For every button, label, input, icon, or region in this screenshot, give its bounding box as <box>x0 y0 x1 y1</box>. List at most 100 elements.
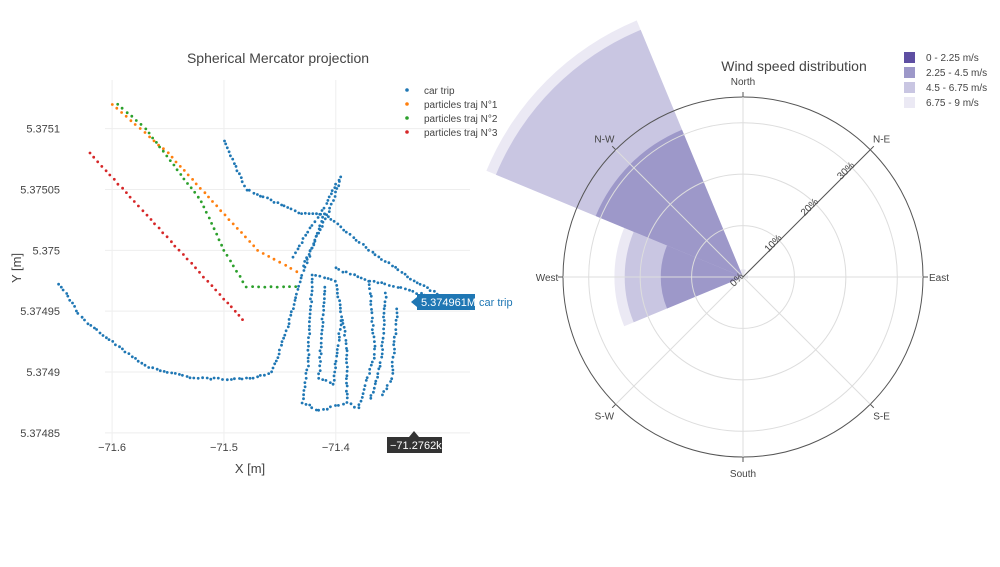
data-point[interactable] <box>359 276 363 280</box>
data-point[interactable] <box>83 318 86 322</box>
data-point[interactable] <box>394 318 398 322</box>
data-point[interactable] <box>320 209 324 212</box>
data-point[interactable] <box>88 151 92 155</box>
data-point[interactable] <box>317 231 320 235</box>
data-point[interactable] <box>310 273 314 277</box>
data-point[interactable] <box>362 388 366 391</box>
data-point[interactable] <box>270 370 273 374</box>
data-point[interactable] <box>373 340 376 343</box>
data-point[interactable] <box>339 323 343 327</box>
data-point[interactable] <box>162 147 165 151</box>
data-point[interactable] <box>321 215 324 219</box>
data-point[interactable] <box>385 384 389 387</box>
data-point[interactable] <box>259 194 262 198</box>
data-point[interactable] <box>304 372 308 375</box>
data-point[interactable] <box>120 111 123 114</box>
data-point[interactable] <box>383 291 387 295</box>
data-point[interactable] <box>373 253 377 257</box>
data-point[interactable] <box>172 163 176 167</box>
data-point[interactable] <box>61 288 65 292</box>
data-point[interactable] <box>380 352 384 356</box>
data-point[interactable] <box>382 319 386 322</box>
data-point[interactable] <box>73 305 76 308</box>
data-point[interactable] <box>231 157 235 161</box>
data-point[interactable] <box>292 303 296 306</box>
data-point[interactable] <box>267 372 271 375</box>
data-point[interactable] <box>365 376 369 379</box>
data-point[interactable] <box>300 212 303 216</box>
data-point[interactable] <box>335 354 339 358</box>
data-point[interactable] <box>202 205 206 209</box>
data-point[interactable] <box>258 374 262 377</box>
data-point[interactable] <box>276 201 280 205</box>
data-point[interactable] <box>408 288 411 292</box>
data-point[interactable] <box>381 340 384 344</box>
data-point[interactable] <box>318 364 322 368</box>
data-point[interactable] <box>216 376 220 380</box>
data-point[interactable] <box>225 253 229 257</box>
data-point[interactable] <box>322 301 326 304</box>
data-point[interactable] <box>364 246 368 249</box>
data-point[interactable] <box>272 257 276 261</box>
data-point[interactable] <box>308 312 312 316</box>
data-point[interactable] <box>334 266 338 270</box>
data-point[interactable] <box>300 274 304 277</box>
data-point[interactable] <box>346 365 349 369</box>
data-point[interactable] <box>240 377 244 381</box>
data-point[interactable] <box>193 190 197 194</box>
data-point[interactable] <box>307 328 311 331</box>
data-point[interactable] <box>300 241 304 245</box>
data-point[interactable] <box>168 159 172 163</box>
data-point[interactable] <box>155 367 159 371</box>
data-point[interactable] <box>326 199 330 202</box>
data-point[interactable] <box>391 372 395 375</box>
data-point[interactable] <box>391 264 394 268</box>
data-point[interactable] <box>276 356 280 359</box>
data-point[interactable] <box>305 368 309 372</box>
data-point[interactable] <box>175 168 179 172</box>
data-point[interactable] <box>294 296 297 300</box>
data-point[interactable] <box>368 287 371 290</box>
data-point[interactable] <box>320 336 323 340</box>
data-point[interactable] <box>418 282 422 286</box>
data-point[interactable] <box>339 306 342 310</box>
data-point[interactable] <box>316 216 320 219</box>
data-point[interactable] <box>308 403 312 407</box>
data-point[interactable] <box>345 392 349 396</box>
data-point[interactable] <box>345 401 349 404</box>
data-point[interactable] <box>229 154 232 158</box>
data-point[interactable] <box>143 363 147 367</box>
data-point[interactable] <box>203 191 207 195</box>
data-point[interactable] <box>320 317 324 321</box>
data-point[interactable] <box>343 329 347 333</box>
data-point[interactable] <box>390 364 394 368</box>
data-point[interactable] <box>369 394 373 397</box>
data-point[interactable] <box>323 292 326 296</box>
data-point[interactable] <box>207 195 210 199</box>
data-point[interactable] <box>311 212 315 216</box>
data-point[interactable] <box>269 285 273 289</box>
data-point[interactable] <box>361 392 365 395</box>
data-point[interactable] <box>362 243 365 246</box>
data-point[interactable] <box>302 264 305 268</box>
data-point[interactable] <box>280 340 284 343</box>
data-point[interactable] <box>210 222 214 225</box>
data-point[interactable] <box>380 258 383 261</box>
data-point[interactable] <box>191 178 195 181</box>
data-point[interactable] <box>233 162 236 166</box>
data-point[interactable] <box>364 379 368 382</box>
data-point[interactable] <box>315 212 318 216</box>
data-point[interactable] <box>337 404 340 407</box>
data-point[interactable] <box>241 318 244 321</box>
data-point[interactable] <box>125 111 129 115</box>
data-point[interactable] <box>304 376 308 380</box>
data-point[interactable] <box>313 239 317 243</box>
data-point[interactable] <box>338 328 342 331</box>
data-point[interactable] <box>314 274 317 277</box>
data-point[interactable] <box>336 344 340 347</box>
data-point[interactable] <box>237 313 241 317</box>
data-point[interactable] <box>286 325 290 329</box>
data-point[interactable] <box>227 218 231 222</box>
data-point[interactable] <box>147 131 151 135</box>
data-point[interactable] <box>263 285 267 289</box>
